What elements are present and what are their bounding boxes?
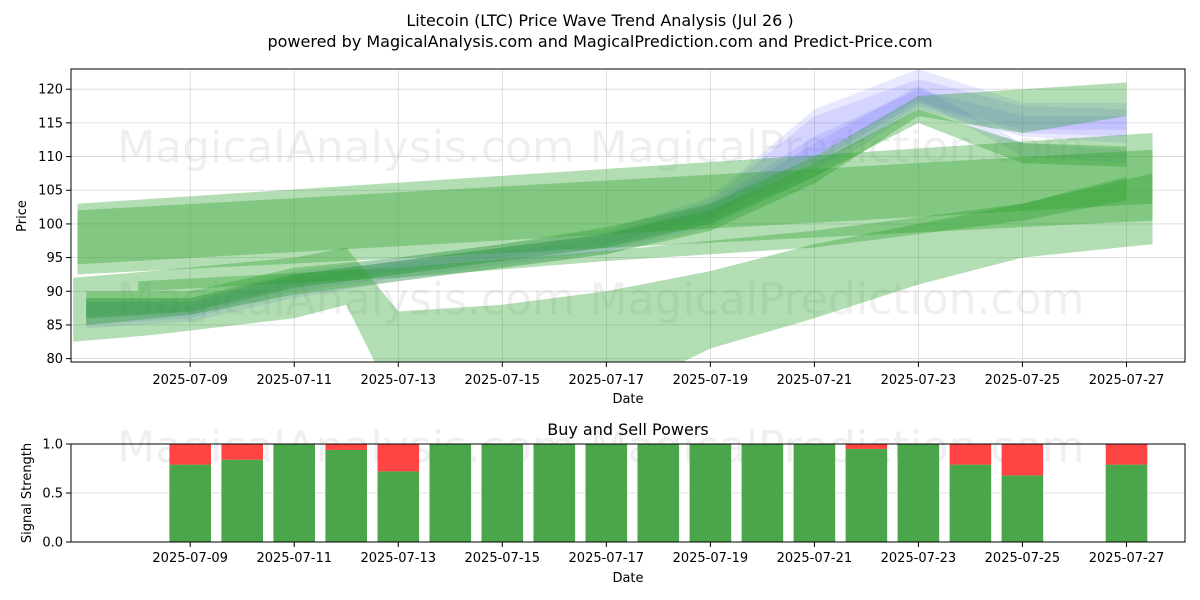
chart-subtitle: powered by MagicalAnalysis.com and Magic… — [267, 32, 932, 51]
buy-bar — [689, 444, 732, 542]
price-x-tick-label: 2025-07-13 — [360, 373, 436, 388]
signal-y-tick-label: 0.0 — [42, 536, 63, 551]
price-x-tick-label: 2025-07-21 — [777, 373, 853, 388]
signal-x-tick-label: 2025-07-13 — [360, 551, 436, 566]
signal-x-tick-label: 2025-07-11 — [256, 551, 332, 566]
price-y-tick-label: 105 — [38, 184, 63, 199]
blue-forecast-band-0 — [86, 69, 1127, 329]
buy-bar — [377, 471, 420, 542]
price-plot-frame — [70, 68, 1186, 363]
signal-x-tick-label: 2025-07-21 — [777, 551, 853, 566]
price-x-tick-label: 2025-07-17 — [569, 373, 645, 388]
signal-x-tick-label: 2025-07-27 — [1089, 551, 1165, 566]
price-x-tick-label: 2025-07-27 — [1089, 373, 1165, 388]
sell-bar — [377, 444, 420, 472]
chart-title: Litecoin (LTC) Price Wave Trend Analysis… — [406, 11, 793, 30]
signal-chart: Buy and Sell Powers MagicalAnalysis.com … — [20, 420, 1186, 586]
green-wave-band-3 — [86, 82, 1127, 325]
signal-x-tick-label: 2025-07-19 — [673, 551, 749, 566]
price-x-tick-label: 2025-07-19 — [673, 373, 749, 388]
price-x-tick-label: 2025-07-23 — [881, 373, 957, 388]
price-y-tick-label: 110 — [38, 150, 63, 165]
sell-bar — [325, 444, 367, 450]
price-y-tick-label: 115 — [38, 116, 63, 131]
price-x-tick-label: 2025-07-25 — [985, 373, 1061, 388]
buy-bar — [585, 444, 628, 542]
signal-x-tick-label: 2025-07-25 — [985, 551, 1061, 566]
signal-y-ticks: 0.0 0.5 1.0 — [42, 438, 71, 551]
buy-bar — [845, 448, 888, 542]
price-y-tick-label: 100 — [38, 217, 63, 232]
buy-bar — [169, 464, 211, 542]
signal-x-tick-label: 2025-07-09 — [152, 551, 228, 566]
buy-bar — [221, 459, 263, 542]
green-wave-band-2 — [73, 173, 1153, 362]
price-y-tick-label: 95 — [46, 251, 63, 266]
price-x-label: Date — [612, 392, 643, 407]
buy-bar — [793, 444, 836, 542]
green-wave-band-5 — [138, 176, 1127, 292]
price-y-tick-label: 120 — [38, 83, 63, 98]
watermark-analysis: MagicalAnalysis.com — [117, 122, 575, 173]
price-y-ticks: 80 85 90 95 100 105 110 115 120 — [38, 83, 71, 367]
signal-title: Buy and Sell Powers — [547, 420, 709, 439]
watermark-prediction: MagicalPrediction.com — [590, 122, 1085, 173]
green-wave-band-0 — [77, 133, 1153, 275]
buy-bar — [1001, 475, 1044, 542]
price-y-tick-label: 80 — [46, 352, 63, 367]
price-y-tick-label: 90 — [46, 285, 63, 300]
signal-bars — [169, 444, 1148, 542]
price-y-label: Price — [15, 200, 30, 232]
buy-bar — [429, 444, 472, 542]
price-grid — [71, 69, 1185, 362]
buy-bar — [949, 464, 992, 542]
price-chart: MagicalAnalysis.com MagicalPrediction.co… — [15, 68, 1186, 407]
signal-x-label: Date — [612, 571, 643, 586]
sell-bar — [169, 444, 211, 465]
watermark-prediction-2: MagicalPrediction.com — [590, 274, 1085, 325]
buy-bar — [1105, 464, 1148, 542]
green-wave-band-1 — [77, 149, 1153, 265]
sell-bar — [1105, 444, 1148, 465]
signal-x-tick-label: 2025-07-17 — [569, 551, 645, 566]
signal-y-label: Signal Strength — [20, 443, 35, 543]
signal-y-tick-label: 0.5 — [42, 487, 63, 502]
sell-bar — [845, 444, 888, 449]
price-bands — [73, 69, 1153, 362]
price-x-tick-label: 2025-07-15 — [465, 373, 541, 388]
buy-bar — [897, 444, 940, 542]
sell-bar — [1001, 444, 1044, 476]
sell-bar — [221, 444, 263, 460]
signal-y-tick-label: 1.0 — [42, 438, 63, 453]
signal-x-tick-label: 2025-07-23 — [881, 551, 957, 566]
buy-bar — [481, 444, 524, 542]
signal-x-tick-label: 2025-07-15 — [465, 551, 541, 566]
price-x-tick-label: 2025-07-09 — [152, 373, 228, 388]
sell-bar — [949, 444, 992, 465]
price-x-ticks: 2025-07-09 2025-07-11 2025-07-13 2025-07-15… — [152, 362, 1164, 388]
buy-bar — [533, 444, 576, 542]
signal-x-ticks: 2025-07-09 2025-07-11 2025-07-13 2025-07-15… — [152, 542, 1164, 566]
watermark-analysis-2: MagicalAnalysis.com — [117, 274, 575, 325]
buy-bar — [273, 444, 315, 542]
price-y-tick-label: 85 — [46, 318, 63, 333]
buy-bar — [325, 449, 367, 542]
buy-bar — [637, 444, 680, 542]
buy-bar — [741, 444, 784, 542]
price-x-tick-label: 2025-07-11 — [256, 373, 332, 388]
